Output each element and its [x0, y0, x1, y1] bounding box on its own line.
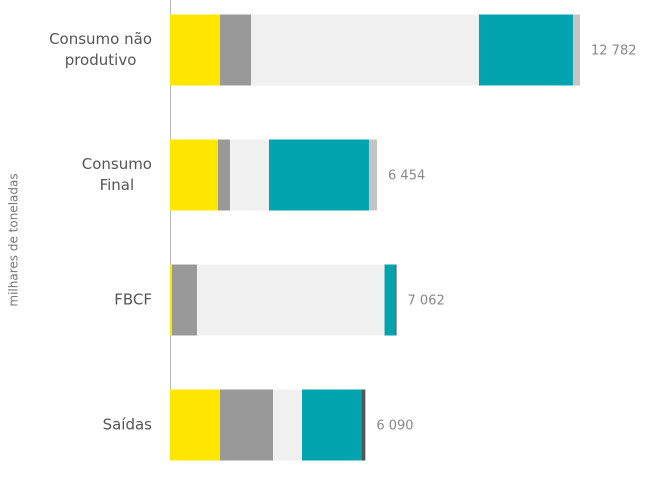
bar-segment [250, 14, 479, 86]
bar-segment [220, 14, 251, 86]
value-label: 6 090 [376, 419, 413, 434]
bar-segment [220, 389, 273, 461]
bar-segment [170, 389, 221, 461]
category-label: Saídas [103, 416, 153, 434]
bar-segment [361, 389, 366, 461]
category-label-line: produtivo [65, 51, 137, 69]
bar-segment [196, 264, 385, 336]
bar-segment [229, 139, 269, 211]
bar-segment [478, 14, 573, 86]
bar-segment [572, 14, 580, 86]
bar-segment [272, 389, 302, 461]
category-label-line: Consumo [82, 155, 152, 173]
bar-segment [170, 264, 172, 336]
bar-segment [384, 264, 396, 336]
bar-segment [171, 264, 197, 336]
category-label: Consumo não produtivo [49, 30, 152, 69]
bar-segment [268, 139, 369, 211]
category-label-line: Final [100, 176, 135, 194]
bar-segment [170, 14, 221, 86]
value-label: 7 062 [408, 294, 445, 309]
value-label: 12 782 [591, 44, 637, 59]
category-label: Consumo Final [82, 155, 152, 194]
bar-segment [301, 389, 362, 461]
value-label: 6 454 [388, 169, 425, 184]
bar-segment [217, 139, 230, 211]
category-label-line: Consumo não [49, 30, 152, 48]
category-label: FBCF [114, 291, 152, 309]
category-label-line: FBCF [114, 291, 152, 309]
bar-segment [170, 139, 218, 211]
bar-segment [368, 139, 378, 211]
bar-segment [395, 264, 397, 336]
category-label-line: Saídas [103, 416, 153, 434]
y-axis-label: milhares de toneladas [7, 173, 21, 306]
